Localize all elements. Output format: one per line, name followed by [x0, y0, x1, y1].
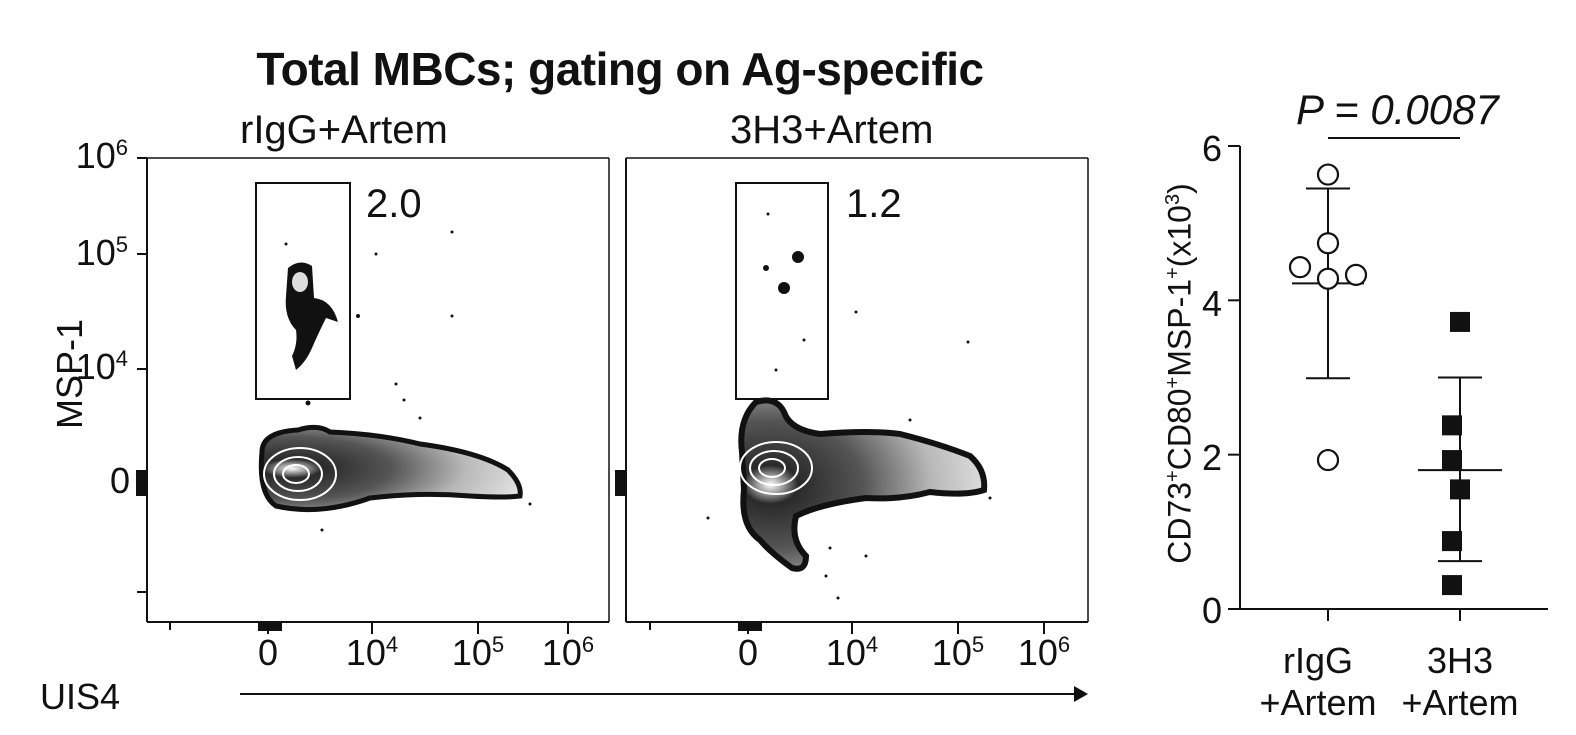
gate-blob-core-rigg [292, 272, 308, 292]
graph-category-rigg: rIgG +Artem [1259, 640, 1377, 723]
contour-ring-3h3-3 [758, 458, 786, 478]
gate-blobs-3h3 [763, 212, 806, 372]
flow-panel-rigg [136, 157, 610, 634]
flow2-xtick-1e6: 106 [1017, 632, 1071, 673]
flow-panel-3h3 [615, 157, 1089, 634]
uis4-arrow-head [1074, 686, 1088, 702]
flow2-xtick-1e4: 104 [825, 632, 879, 673]
figure-title: Total MBCs; gating on Ag-specific [256, 43, 984, 95]
gate-box-3h3 [735, 182, 829, 400]
point-rigg-2 [1316, 232, 1340, 255]
graph-ytick-6: 6 [1201, 128, 1222, 169]
flow2-zero-marker [615, 470, 626, 496]
point-3h3-4 [1442, 531, 1462, 552]
population-contour-3h3 [738, 397, 988, 572]
contour-ring-rigg-2 [273, 456, 323, 492]
graph-axes [1239, 146, 1548, 610]
point-3h3-5 [1442, 575, 1462, 596]
graph-ytick-marks [1228, 145, 1240, 610]
point-rigg-1 [1288, 256, 1312, 279]
point-3h3-2 [1442, 450, 1462, 471]
point-rigg-5 [1316, 448, 1340, 472]
point-3h3-3 [1450, 479, 1470, 500]
population-contour-rigg [258, 424, 523, 513]
flow1-xticks [169, 622, 569, 634]
flow-ytick-1e4: 104 [75, 346, 128, 387]
p-value-annotation: P = 0.0087 [1296, 86, 1499, 133]
contour-ring-3h3-2 [749, 450, 799, 486]
graph-category-3h3: 3H3 +Artem [1401, 640, 1519, 723]
graph-ytick-0: 0 [1201, 590, 1222, 631]
graph-ytick-2: 2 [1201, 437, 1222, 478]
flow-ytick-1e6: 106 [75, 135, 128, 176]
point-rigg-3 [1316, 267, 1340, 290]
flow2-xtick-1e5: 105 [931, 632, 985, 673]
flow1-yticks [137, 157, 147, 593]
flow2-x-zero-marker [738, 622, 762, 631]
scatter-dots-3h3 [706, 310, 992, 600]
point-rigg-0 [1316, 163, 1340, 186]
gate-box-rigg [255, 182, 351, 400]
flow-ytick-0: 0 [109, 460, 130, 501]
flow-x-label: UIS4 [40, 676, 121, 717]
panel-title-rigg: rIgG+Artem [240, 108, 448, 152]
flow1-xtick-1e6: 106 [541, 632, 595, 673]
gate-percent-3h3: 1.2 [846, 182, 902, 226]
flow2-xtick-0: 0 [737, 632, 759, 673]
point-3h3-0 [1450, 311, 1470, 332]
flow1-xtick-1e4: 104 [345, 632, 399, 673]
flow1-zero-marker [136, 470, 147, 496]
contour-ring-3h3-1 [739, 441, 813, 495]
flow2-xticks [649, 622, 1045, 634]
scatter-dots-rigg [284, 230, 532, 532]
flow1-x-zero-marker [258, 622, 282, 631]
flow-ytick-1e5: 105 [75, 232, 128, 273]
panel-title-3h3: 3H3+Artem [730, 108, 934, 152]
graph-xtick-marks [1327, 609, 1461, 621]
graph-ytick-4: 4 [1201, 283, 1222, 324]
flow1-xtick-0: 0 [257, 632, 279, 673]
flow1-xtick-1e5: 105 [451, 632, 505, 673]
graph-points [1288, 163, 1470, 596]
point-3h3-1 [1442, 415, 1462, 436]
point-rigg-4 [1344, 263, 1368, 286]
contour-ring-rigg-3 [282, 464, 310, 484]
contour-ring-rigg-1 [263, 447, 337, 501]
gate-percent-rigg: 2.0 [366, 182, 422, 226]
